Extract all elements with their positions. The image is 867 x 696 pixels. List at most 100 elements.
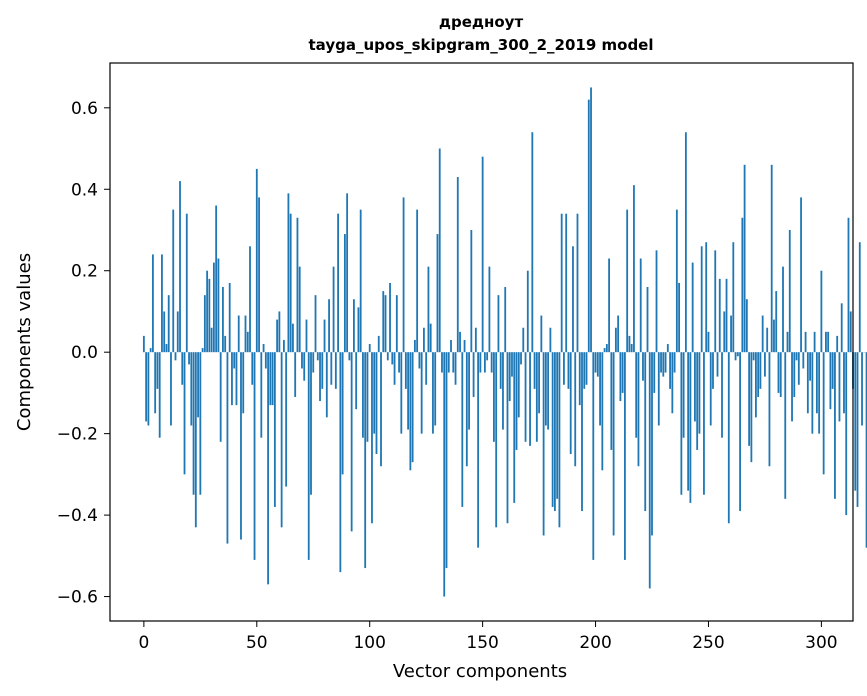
- bar: [694, 352, 696, 422]
- bar: [222, 287, 224, 353]
- y-tick-label: 0.2: [71, 262, 98, 282]
- bar: [305, 319, 308, 353]
- bar: [529, 352, 531, 446]
- bar: [319, 352, 321, 402]
- bar: [368, 344, 371, 353]
- bar: [549, 327, 552, 353]
- bar: [752, 352, 755, 361]
- bar: [739, 352, 741, 512]
- bar: [806, 352, 809, 414]
- bar: [217, 258, 220, 353]
- bar: [224, 335, 227, 353]
- bar: [637, 352, 640, 467]
- bar: [398, 352, 400, 373]
- bar: [425, 352, 428, 385]
- bar: [197, 352, 199, 418]
- bar: [594, 352, 597, 373]
- bar: [511, 352, 513, 377]
- bar: [673, 352, 676, 373]
- bar: [838, 352, 841, 422]
- bar: [827, 331, 830, 353]
- bar: [237, 315, 240, 353]
- x-tick-label: 50: [246, 633, 268, 653]
- bar: [416, 209, 419, 353]
- plot-frame: [109, 62, 854, 622]
- bar: [696, 352, 699, 450]
- bar: [843, 352, 845, 414]
- bar: [170, 352, 172, 426]
- bar: [147, 352, 150, 426]
- bar: [276, 319, 279, 353]
- bar: [337, 213, 339, 353]
- bar: [800, 197, 802, 353]
- bar: [472, 352, 475, 397]
- bar: [483, 352, 486, 373]
- bar: [725, 278, 728, 353]
- bar: [292, 323, 294, 353]
- bar: [192, 352, 195, 495]
- bar: [504, 287, 507, 353]
- bar: [350, 352, 353, 532]
- bar: [533, 352, 536, 389]
- bar: [547, 352, 550, 430]
- bar: [226, 352, 229, 544]
- chart-subtitle: tayga_upos_skipgram_300_2_2019 model: [309, 36, 654, 54]
- bar: [310, 352, 312, 495]
- bar: [206, 270, 209, 353]
- bar: [829, 352, 832, 410]
- bar: [614, 327, 617, 353]
- bar: [377, 335, 380, 353]
- chart-title: дредноут: [439, 13, 524, 31]
- bar: [675, 209, 678, 353]
- bar: [777, 352, 780, 393]
- bar: [477, 352, 480, 548]
- bar: [642, 352, 644, 381]
- bar: [413, 339, 416, 353]
- bar: [423, 327, 425, 353]
- bar: [219, 352, 222, 442]
- bar: [669, 352, 671, 389]
- bar: [391, 352, 394, 365]
- bar: [258, 197, 260, 353]
- bar: [441, 352, 443, 373]
- bar: [273, 352, 276, 507]
- bar: [795, 352, 798, 361]
- bar: [748, 352, 751, 446]
- bar: [332, 266, 335, 353]
- bar: [651, 352, 653, 536]
- bar: [253, 352, 256, 560]
- bar: [750, 352, 753, 463]
- bar: [703, 352, 705, 495]
- bar: [691, 262, 694, 353]
- bar: [461, 352, 464, 507]
- bar: [716, 352, 719, 377]
- bar: [411, 352, 414, 463]
- bar: [508, 352, 511, 402]
- bar: [653, 352, 656, 393]
- bar: [289, 213, 292, 353]
- bar: [201, 348, 204, 353]
- bar: [655, 250, 658, 353]
- bar: [203, 295, 206, 353]
- bar: [262, 344, 265, 353]
- bar: [788, 229, 791, 353]
- bar: [301, 352, 303, 369]
- bar: [583, 352, 586, 389]
- bar: [231, 352, 233, 406]
- bar: [452, 352, 455, 373]
- bar: [328, 299, 330, 353]
- bar: [321, 352, 324, 389]
- bar: [161, 254, 163, 353]
- bar: [797, 352, 800, 385]
- bar: [194, 352, 197, 528]
- bar: [307, 352, 310, 560]
- bar: [303, 352, 306, 381]
- bar: [721, 352, 723, 438]
- bar: [355, 352, 358, 410]
- bar: [384, 295, 387, 353]
- bar: [242, 352, 245, 414]
- bar: [228, 282, 231, 353]
- bar: [366, 352, 369, 442]
- bar: [479, 352, 482, 373]
